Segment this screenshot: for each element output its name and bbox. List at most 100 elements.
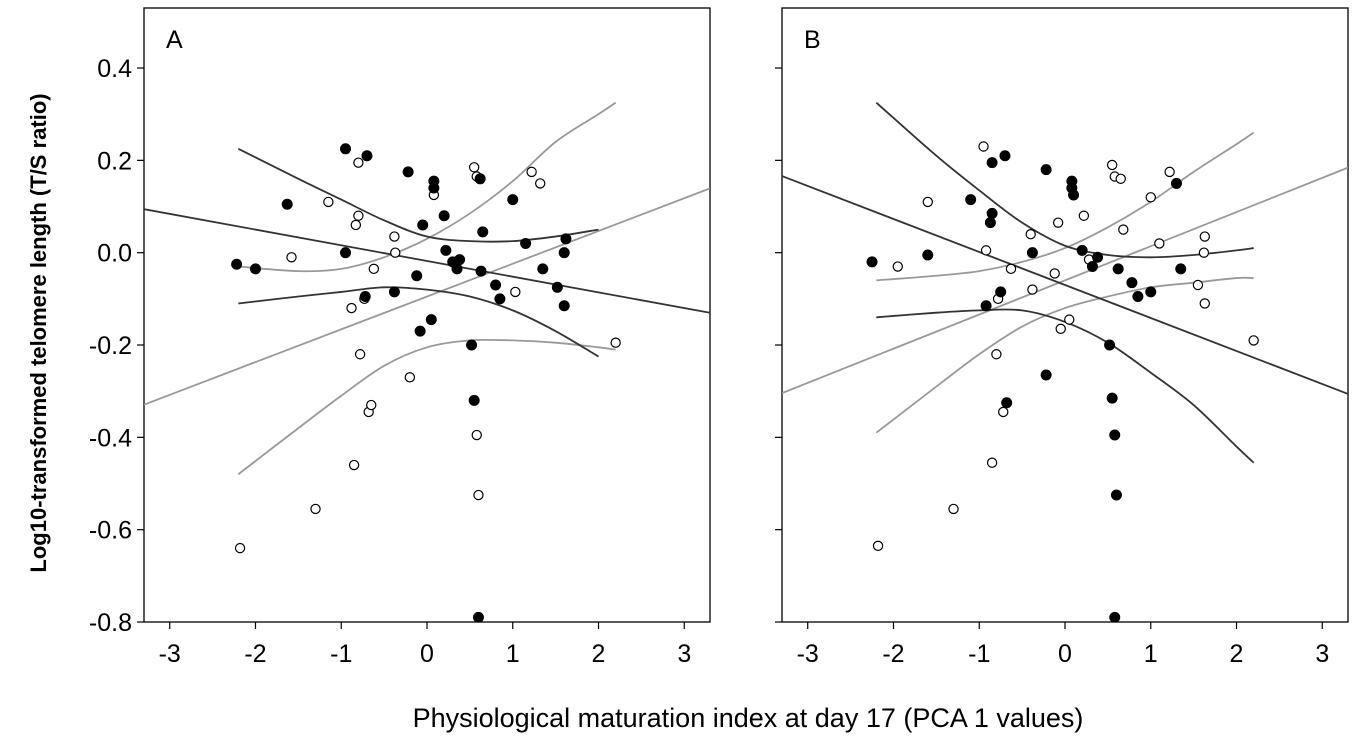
open-data-point [1078,210,1090,221]
open-data-point [1055,323,1066,335]
filled-data-point [249,263,261,275]
open-data-point [1145,192,1156,203]
open-data-point [286,252,297,263]
filled-data-point [425,314,437,326]
filled-group-ci-band [237,147,599,243]
filled-data-point [965,194,977,206]
open-data-point [535,178,546,189]
filled-data-point [558,300,570,312]
filled-data-point [475,265,487,277]
x-tick-label: -3 [159,640,181,668]
open-data-point [922,196,933,208]
open-data-point [323,196,334,208]
filled-data-point [411,270,423,282]
filled-group-ci-band [876,308,1255,464]
open-data-point [998,406,1009,418]
filled-data-point [1109,611,1121,622]
filled-data-point [551,281,563,293]
filled-data-point [454,254,466,266]
filled-data-point [1170,177,1182,189]
filled-data-point [560,233,572,245]
filled-group-ci-band [238,286,599,358]
y-tick-label: -0.8 [89,609,132,637]
filled-data-point [388,286,400,298]
filled-data-point [417,219,429,231]
filled-data-point [1106,392,1118,404]
filled-data-point [507,194,519,206]
filled-data-point [438,210,450,222]
open-data-point [354,349,366,360]
filled-data-point [980,300,992,312]
open-data-point [1118,224,1129,235]
filled-data-point [428,182,440,194]
open-data-point [389,231,400,242]
open-data-point [892,261,903,272]
x-tick-label: 3 [677,640,691,668]
x-tick-label: 0 [1058,640,1072,668]
open-group-fit-line [144,187,710,406]
open-data-point [1248,335,1259,346]
filled-data-point [466,339,478,351]
x-tick-label: -1 [968,640,990,668]
open-data-point [471,429,482,441]
filled-data-point [340,247,352,259]
x-tick-label: 2 [592,640,606,668]
filled-data-point [359,291,371,303]
plot-area [782,101,1348,622]
open-group-fit-line [782,166,1348,394]
open-data-point [1064,314,1075,325]
x-tick-label: 1 [506,640,520,668]
filled-data-point [1040,164,1052,176]
filled-data-point [1109,429,1121,441]
plot-area [144,101,710,622]
open-data-point [1199,298,1210,309]
filled-data-point [984,217,996,229]
open-data-point [350,219,362,231]
open-data-point [310,503,321,515]
x-tick-label: -2 [882,640,904,668]
open-group-ci-band [875,276,1254,434]
y-tick-label: -0.2 [89,332,132,360]
open-data-point [368,263,380,275]
filled-data-point [1026,247,1038,259]
filled-data-point [1086,261,1098,273]
x-tick-label: 2 [1230,640,1244,668]
x-tick-label: -2 [244,640,266,668]
open-data-point [948,503,959,515]
open-data-point [526,166,537,178]
filled-data-point [986,207,998,219]
filled-data-point [340,143,352,155]
open-data-point [234,542,246,554]
open-data-point [1005,263,1017,275]
filled-data-point [995,286,1007,298]
plot-frame [143,7,711,623]
filled-data-point [468,394,480,406]
x-tick-label: 1 [1144,640,1158,668]
y-tick-label: -0.4 [89,424,132,452]
open-group-ci-band [237,338,616,475]
y-tick-label: -0.6 [89,517,132,545]
filled-data-point [440,244,452,256]
filled-data-point [558,247,570,259]
filled-data-point [477,226,489,238]
open-data-point [346,302,357,314]
filled-data-point [494,293,506,305]
open-data-point [510,286,521,298]
filled-data-point [472,611,484,622]
open-data-point [610,337,621,348]
open-data-point [404,372,416,383]
filled-data-point [986,157,998,169]
open-data-point [872,540,884,552]
open-data-point [1164,166,1175,178]
filled-data-point [1110,489,1122,501]
x-axis-title: Physiological maturation index at day 17… [413,703,1084,733]
open-data-point [353,157,364,168]
open-data-point [1025,229,1036,240]
filled-data-point [490,279,502,291]
open-data-point [1199,231,1210,242]
filled-data-point [1104,339,1116,351]
open-data-point [1052,217,1064,228]
filled-data-point [1076,244,1088,256]
filled-data-point [1040,369,1052,381]
